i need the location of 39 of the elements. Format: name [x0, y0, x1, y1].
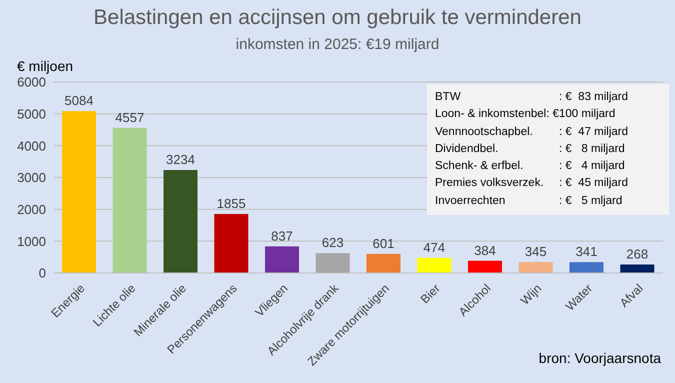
- data-label: 1855: [216, 196, 246, 211]
- y-tick-label: 6000: [17, 74, 46, 90]
- y-tick-label: 1000: [17, 234, 46, 249]
- bar: [518, 262, 553, 273]
- y-tick-label: 0: [38, 266, 46, 281]
- y-tick-label: 4000: [17, 138, 46, 154]
- bar: [265, 246, 299, 273]
- data-label: 4557: [115, 110, 144, 125]
- data-label: 837: [271, 228, 293, 244]
- bar: [570, 262, 604, 273]
- data-label: 268: [626, 246, 648, 262]
- data-label: 345: [524, 244, 547, 260]
- x-tick-label: Bier: [418, 281, 443, 306]
- data-label: 474: [423, 240, 446, 255]
- x-tick-label: Wijn: [518, 281, 544, 308]
- bar: [112, 128, 147, 273]
- data-label: 384: [474, 242, 496, 258]
- bar: [316, 253, 350, 273]
- y-axis-title: € miljoen: [17, 58, 74, 74]
- chart-title: Belastingen en accijnsen om gebruik te verminderen: [92, 6, 582, 30]
- y-tick-label: 3000: [17, 170, 46, 186]
- chart-subtitle: inkomsten in 2025: €19 miljard: [234, 36, 440, 53]
- bar: [468, 260, 502, 273]
- data-label: 5084: [64, 93, 94, 108]
- bar: [164, 170, 198, 273]
- bar: [62, 111, 96, 273]
- text: bron: Voorjaarsnota: [538, 350, 661, 366]
- text-panel: BTW : € 83 miljard Loon- & inkomstenbel: €100 miljard Vennnootschapbel. : € 47 miljard Dividendbel. : € 8 miljard Schenk- & erfbel. : € 4 miljard Premies volksverzek. : € 45 miljard Invoerrechten : € 5 mljard: [427, 84, 669, 216]
- y-tick-label: 5000: [17, 106, 46, 122]
- data-label: 3234: [166, 152, 195, 168]
- bar: [214, 214, 248, 273]
- y-tick-label: 2000: [17, 202, 46, 217]
- data-label: 341: [576, 244, 598, 260]
- bar: [417, 258, 452, 273]
- bar: [620, 264, 654, 273]
- bar: [366, 254, 400, 273]
- data-label: 601: [372, 236, 394, 251]
- data-label: 623: [322, 235, 344, 250]
- annotation: Loon- & inkomstenbel: €100 miljard: [435, 107, 616, 122]
